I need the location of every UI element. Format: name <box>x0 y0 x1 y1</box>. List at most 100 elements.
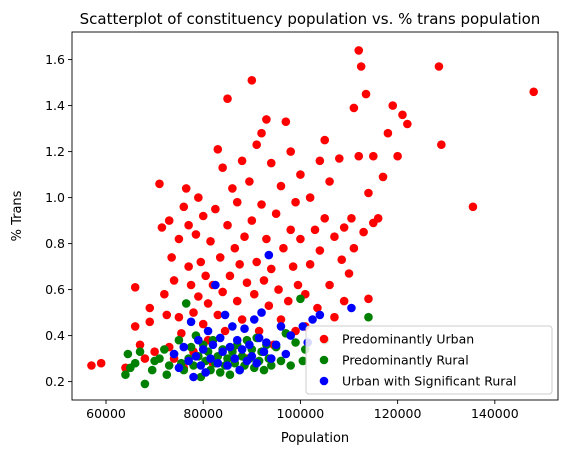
data-point-2 <box>281 349 291 359</box>
data-point-0 <box>276 181 286 191</box>
data-point-0 <box>167 253 176 262</box>
data-point-0 <box>264 301 274 311</box>
data-point-0 <box>468 202 478 212</box>
data-point-0 <box>262 234 271 244</box>
data-point-0 <box>349 243 359 253</box>
data-point-0 <box>369 151 378 161</box>
data-point-2 <box>240 324 249 334</box>
data-point-0 <box>354 46 364 55</box>
chart-title: Scatterplot of constituency population v… <box>80 10 541 28</box>
data-point-2 <box>194 335 203 345</box>
data-point-0 <box>237 315 247 324</box>
data-point-0 <box>230 243 240 253</box>
data-point-0 <box>283 296 293 306</box>
data-point-0 <box>194 193 203 202</box>
data-point-0 <box>213 145 223 154</box>
data-point-0 <box>237 156 247 166</box>
data-point-2 <box>315 310 325 320</box>
data-point-0 <box>296 234 305 244</box>
data-point-0 <box>220 326 230 336</box>
data-point-0 <box>157 223 167 232</box>
data-point-1 <box>298 356 308 366</box>
x-axis-title: Population <box>281 431 349 446</box>
data-point-0 <box>196 257 206 267</box>
legend-label: Urban with Significant Rural <box>342 374 517 389</box>
data-point-1 <box>276 356 286 366</box>
y-tick-label: 1.0 <box>45 190 65 205</box>
data-point-2 <box>264 250 274 260</box>
data-point-1 <box>162 370 172 380</box>
data-point-0 <box>529 87 538 97</box>
data-point-0 <box>150 347 159 357</box>
data-point-1 <box>291 338 300 347</box>
data-point-0 <box>249 289 259 299</box>
data-point-0 <box>296 170 305 179</box>
data-point-0 <box>388 101 398 110</box>
data-point-0 <box>235 260 244 269</box>
data-point-0 <box>181 184 191 193</box>
legend-marker <box>319 334 329 344</box>
data-point-0 <box>242 278 252 288</box>
data-point-0 <box>266 264 276 274</box>
data-point-0 <box>179 202 189 212</box>
data-point-2 <box>259 347 269 357</box>
data-point-1 <box>147 365 157 375</box>
data-point-2 <box>223 361 232 370</box>
data-point-0 <box>96 358 106 368</box>
data-point-1 <box>223 354 232 363</box>
data-point-0 <box>194 292 203 301</box>
data-point-2 <box>252 358 261 368</box>
data-point-2 <box>169 349 179 359</box>
data-point-1 <box>186 342 196 352</box>
data-point-0 <box>198 211 208 221</box>
data-point-1 <box>130 358 140 368</box>
data-point-0 <box>339 296 349 306</box>
data-point-1 <box>181 299 191 308</box>
data-point-0 <box>247 216 257 225</box>
data-point-0 <box>164 216 174 225</box>
data-point-0 <box>286 225 296 235</box>
data-point-0 <box>232 296 242 306</box>
data-point-0 <box>223 94 232 103</box>
data-point-0 <box>286 147 296 156</box>
data-point-0 <box>364 294 373 304</box>
data-point-0 <box>315 246 325 255</box>
data-point-2 <box>208 340 218 350</box>
data-point-0 <box>245 177 254 186</box>
y-tick-label: 0.8 <box>45 236 65 251</box>
data-point-1 <box>174 335 184 345</box>
legend: Predominantly Urban Predominantly Rural Ur… <box>305 325 553 395</box>
data-point-0 <box>339 223 349 232</box>
data-point-2 <box>249 315 259 324</box>
data-point-1 <box>364 312 373 322</box>
data-point-0 <box>320 135 330 145</box>
data-point-0 <box>354 151 364 161</box>
data-point-1 <box>155 354 164 363</box>
data-point-0 <box>271 209 281 218</box>
data-point-0 <box>291 197 300 207</box>
data-point-2 <box>232 335 242 345</box>
data-point-2 <box>262 338 271 347</box>
legend-label: Predominantly Urban <box>342 332 474 347</box>
data-point-1 <box>266 361 276 370</box>
x-tick-label: 140000 <box>471 406 519 421</box>
data-point-0 <box>293 280 303 290</box>
data-point-0 <box>135 340 145 350</box>
data-point-1 <box>140 379 150 389</box>
data-point-0 <box>174 312 184 322</box>
plot-border <box>71 31 559 401</box>
data-point-0 <box>206 237 215 246</box>
y-tick-label: 1.6 <box>45 52 65 67</box>
data-point-2 <box>179 342 189 352</box>
data-point-0 <box>383 128 393 138</box>
data-point-0 <box>398 110 407 120</box>
data-point-0 <box>274 285 283 294</box>
data-point-0 <box>184 220 193 230</box>
data-point-1 <box>286 361 296 370</box>
data-point-0 <box>356 62 366 71</box>
data-point-0 <box>403 119 412 129</box>
data-point-0 <box>361 89 371 99</box>
data-point-2 <box>220 310 230 320</box>
data-point-2 <box>347 303 356 313</box>
